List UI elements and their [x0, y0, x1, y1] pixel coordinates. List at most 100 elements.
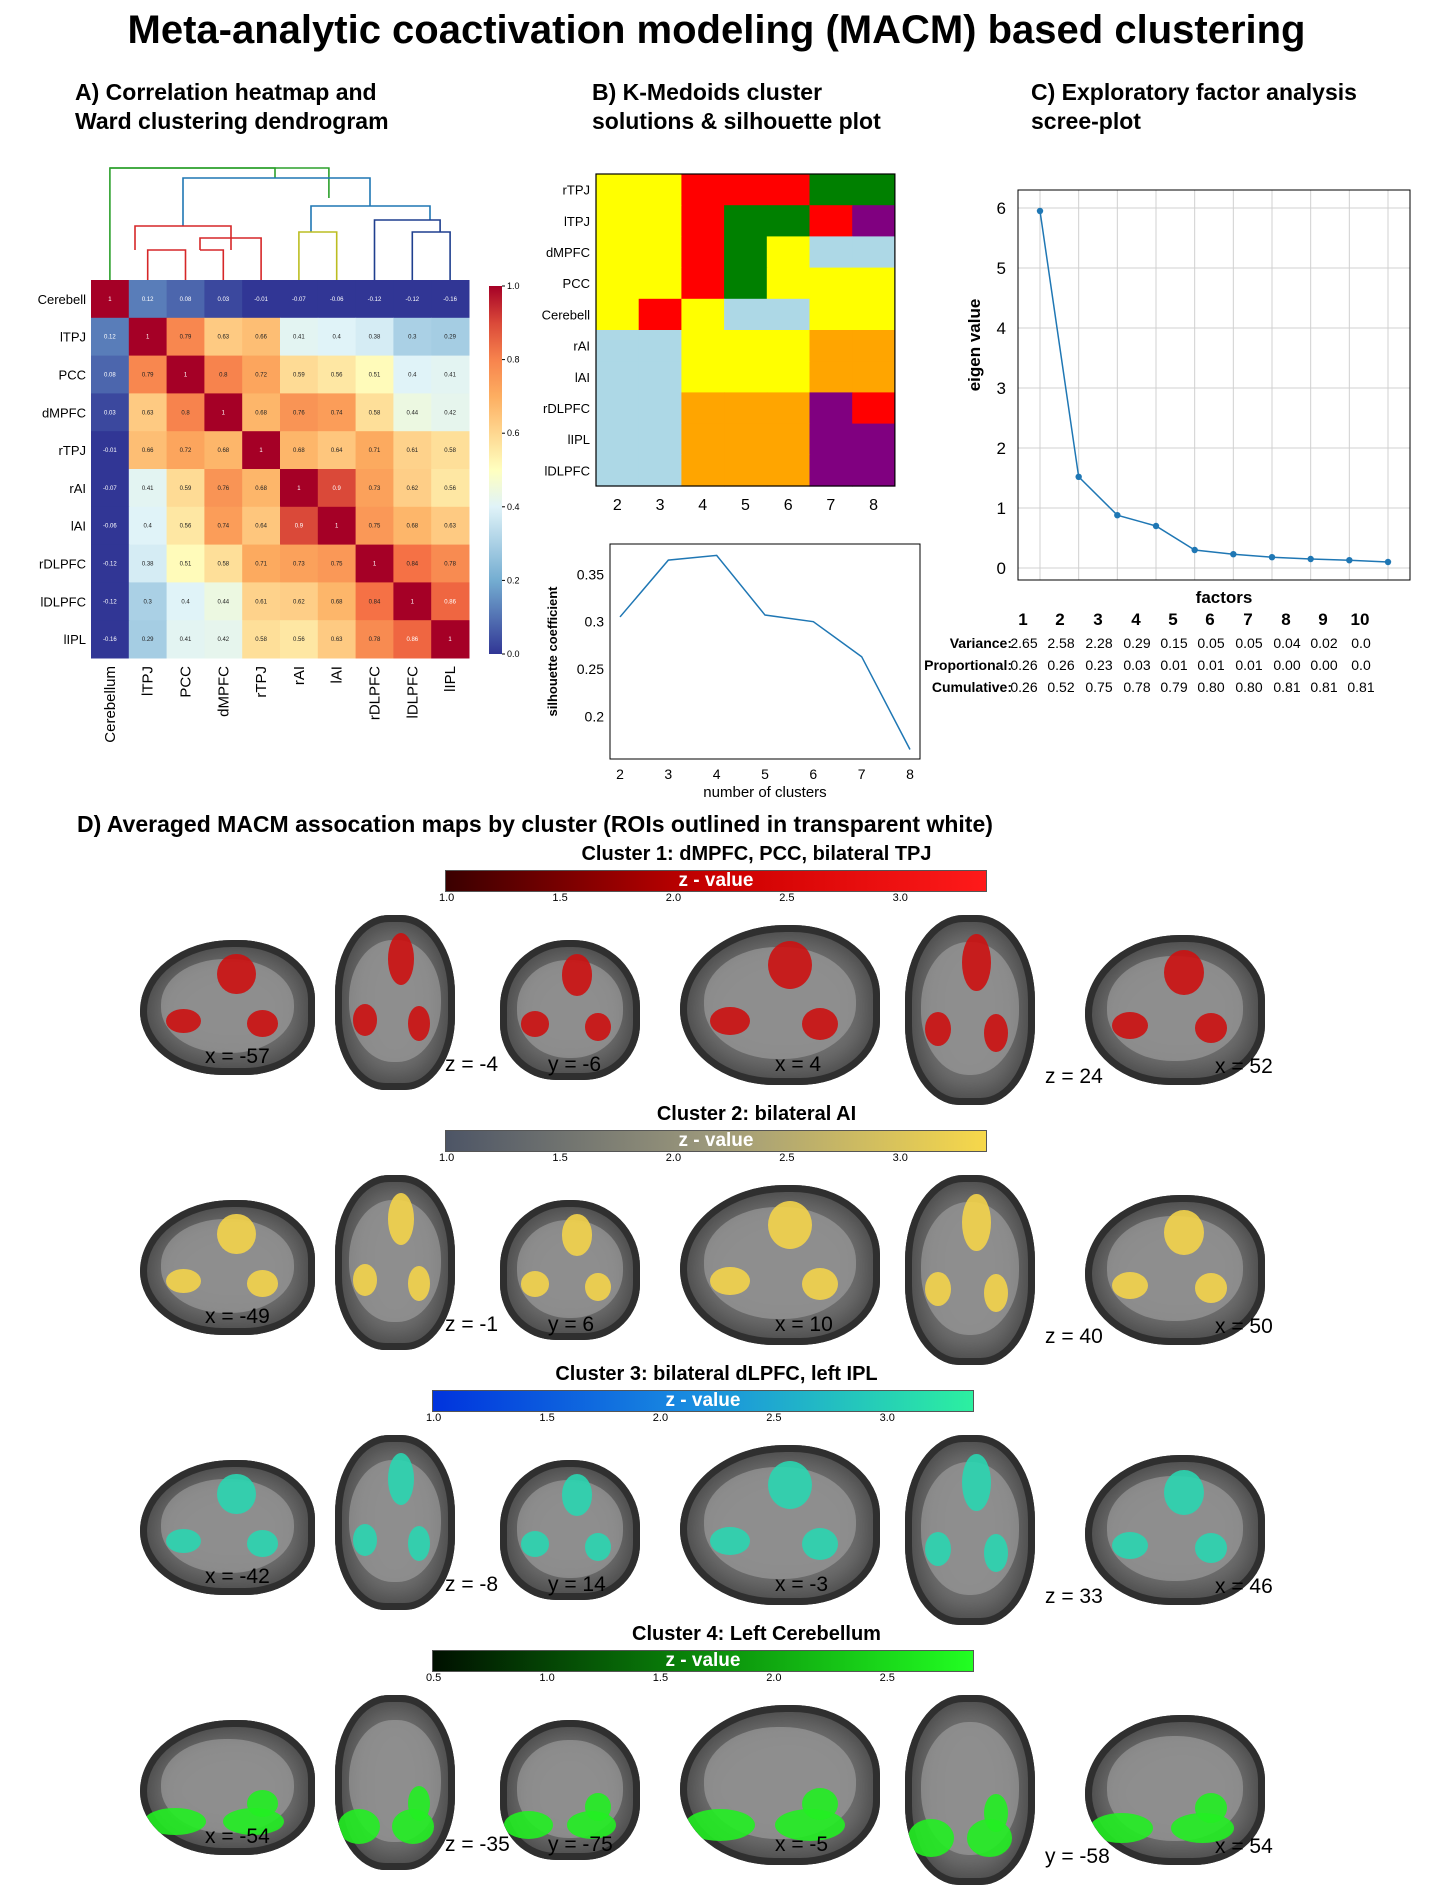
factor-number: 7: [1243, 610, 1253, 629]
heatmap-cell: [204, 355, 243, 394]
activation-blob: [710, 1006, 750, 1036]
plot-frame: [609, 543, 921, 760]
colorbar: [489, 286, 502, 654]
x-tick-label: 6: [809, 766, 817, 782]
heatmap-value: 0.56: [180, 524, 192, 530]
colorbar-tick-label: 1.0: [439, 892, 455, 904]
heatmap-value: 0.29: [444, 335, 456, 341]
heatmap-cell: [393, 355, 432, 394]
cluster-cell: [638, 174, 682, 206]
scree-plot: 6 5 4 3 2 1 0 factors eigen value: [965, 189, 1411, 607]
column-label: Cerebellum: [102, 666, 119, 743]
colorbar-tick-label: 1.5: [552, 1152, 568, 1164]
heatmap-value: 0.63: [444, 524, 456, 530]
activation-blob: [353, 1264, 377, 1296]
scree-point: [1307, 555, 1314, 563]
activation-blob: [246, 1010, 279, 1038]
heatmap-cell: [280, 355, 319, 394]
heatmap-cell: [91, 620, 130, 659]
activation-blob: [408, 1266, 430, 1301]
heatmap-cell: [355, 582, 394, 621]
z-value-colorbar: z - value: [445, 870, 987, 892]
activation-blob: [217, 953, 256, 994]
brain-slice: [1085, 935, 1265, 1085]
heatmap-value: 0.8: [219, 373, 228, 379]
slice-coordinate: x = -49: [205, 1305, 270, 1328]
colorbar-tick-label: 2.5: [879, 1672, 895, 1684]
row-label: lAI: [71, 519, 86, 534]
heatmap-cell: [317, 620, 357, 659]
row-label: rAI: [573, 339, 590, 354]
heatmap-cell: [355, 431, 394, 470]
cluster-cell: [766, 174, 811, 206]
dendrogram-branch: [109, 167, 330, 280]
factor-number: 9: [1318, 610, 1328, 629]
heatmap-value: 0.75: [369, 524, 381, 530]
row-label: rAI: [69, 481, 86, 496]
cluster-cell: [766, 423, 811, 456]
heatmap-cell: [317, 280, 357, 319]
dendrogram: [109, 167, 451, 280]
activation-blob: [802, 1268, 838, 1301]
activation-blob: [962, 934, 991, 991]
cluster-cell: [724, 330, 768, 362]
activation-blob: [924, 1271, 951, 1307]
colorbar-tick-label: 3.0: [879, 1412, 895, 1424]
heatmap-value: 0.56: [444, 486, 456, 492]
heatmap-value: 0.62: [293, 599, 305, 605]
heatmap-value: 0.41: [180, 637, 192, 643]
cluster-cell: [638, 298, 682, 331]
brain-slice: [500, 940, 640, 1080]
y-tick-label: 0.35: [577, 566, 604, 582]
table-cell: 0.05: [1235, 635, 1263, 651]
heatmap-value: 0.59: [293, 373, 305, 379]
heatmap-cell: [128, 355, 168, 394]
cluster-cell: [809, 454, 853, 487]
heatmap-value: -0.12: [405, 297, 419, 303]
x-axis-label: number of clusters: [703, 784, 826, 801]
heatmap-cell: [317, 355, 357, 394]
heatmap-cell: [431, 431, 470, 470]
row-label: dMPFC: [546, 245, 590, 260]
activation-blob: [1112, 1531, 1148, 1559]
scree-line: [1039, 210, 1389, 563]
heatmap-value: 1: [335, 524, 339, 530]
heatmap-cell: [242, 506, 281, 546]
heatmap-cell: [204, 582, 243, 621]
heatmap-value: 0.4: [333, 335, 342, 341]
heatmap-cell: [355, 620, 394, 659]
cluster-cell: [638, 361, 682, 393]
cluster-cell: [681, 361, 725, 393]
heatmap-value: 0.08: [104, 373, 116, 379]
heatmap-value: 0.3: [408, 335, 417, 341]
row-label: rDLPFC: [543, 401, 590, 416]
y-tick-label: 5: [997, 259, 1006, 278]
heatmap-value: 0.71: [369, 448, 381, 454]
cluster-row: Cluster 3: bilateral dLPFC, left IPL z - …: [0, 1360, 1433, 1625]
cluster-cell: [809, 205, 853, 237]
heatmap-value: 0.68: [331, 599, 343, 605]
y-tick-label: 0.25: [577, 661, 604, 677]
heatmap-cell: [128, 317, 168, 357]
factor-number: 10: [1350, 610, 1370, 629]
heatmap-value: 0.56: [331, 373, 343, 379]
heatmap-value: 0.73: [369, 486, 381, 492]
factor-number: 1: [1018, 610, 1028, 629]
activation-blob: [217, 1213, 256, 1254]
heatmap-cell: [317, 582, 357, 621]
cluster-row: Cluster 4: Left Cerebellum z - value 0.5 1.…: [0, 1620, 1433, 1885]
dendrogram-branch: [411, 231, 451, 280]
colorbar-tick-label: 0.0: [507, 649, 520, 659]
heatmap-value: 1: [146, 335, 150, 341]
activation-blob: [246, 1270, 279, 1298]
cluster-cell: [766, 392, 811, 425]
activation-blob: [1194, 1273, 1228, 1303]
heatmap-cell: [242, 582, 281, 621]
brain-slice: [680, 1705, 880, 1865]
heatmap-cell: [280, 431, 319, 470]
heatmap-cell: [128, 582, 168, 621]
heatmap-value: -0.12: [103, 562, 117, 568]
activation-blob: [768, 1461, 812, 1509]
heatmap-value: 0.44: [406, 410, 418, 416]
heatmap-value: 0.58: [444, 448, 456, 454]
